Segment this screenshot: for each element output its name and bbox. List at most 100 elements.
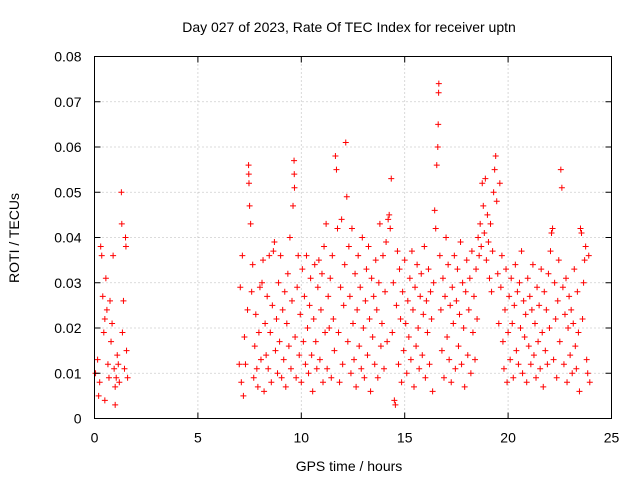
data-point — [119, 329, 126, 336]
data-point — [533, 374, 540, 381]
data-point — [99, 293, 106, 300]
data-point — [549, 225, 556, 232]
data-point — [266, 252, 273, 259]
data-point — [367, 388, 374, 395]
data-point — [381, 365, 388, 372]
data-point — [485, 239, 492, 246]
data-point — [537, 365, 544, 372]
data-point — [536, 302, 543, 309]
data-point — [408, 248, 415, 255]
data-point — [421, 243, 428, 250]
data-point — [515, 361, 522, 368]
data-point — [245, 171, 252, 178]
data-point — [246, 202, 253, 209]
data-point — [365, 243, 372, 250]
data-point — [286, 234, 293, 241]
data-point — [546, 325, 553, 331]
data-point — [586, 379, 593, 386]
data-point — [376, 220, 383, 227]
x-tick-label: 0 — [91, 430, 99, 446]
data-point — [560, 361, 567, 368]
data-point — [274, 370, 281, 377]
data-point — [478, 243, 485, 250]
data-point — [101, 315, 108, 322]
data-point — [419, 352, 426, 359]
data-point — [561, 311, 568, 318]
data-point — [328, 374, 335, 381]
data-point — [362, 297, 369, 304]
data-point — [448, 379, 455, 386]
data-point — [545, 270, 552, 277]
data-point — [291, 157, 298, 164]
data-point — [364, 352, 371, 359]
data-point — [401, 257, 408, 264]
data-point — [352, 270, 359, 277]
data-point — [395, 361, 402, 368]
data-point — [493, 198, 500, 205]
data-point — [445, 261, 452, 268]
data-point — [250, 374, 257, 381]
data-point — [539, 329, 546, 336]
data-point — [504, 379, 511, 386]
axis-ticks — [94, 56, 612, 419]
data-point — [516, 279, 523, 286]
data-point — [499, 338, 506, 345]
data-point — [115, 361, 122, 368]
data-point — [94, 356, 101, 363]
data-point — [344, 338, 351, 345]
data-point — [484, 211, 491, 218]
data-point — [567, 352, 574, 359]
data-point — [111, 365, 118, 372]
data-point — [355, 252, 362, 259]
data-point — [360, 325, 367, 331]
data-point — [569, 370, 576, 377]
data-point — [447, 302, 454, 309]
data-point — [490, 189, 497, 196]
data-point — [399, 288, 406, 295]
data-point — [424, 329, 431, 336]
data-point — [112, 401, 119, 408]
data-point — [461, 383, 468, 390]
data-point — [241, 334, 248, 341]
data-point — [541, 288, 548, 295]
data-point — [252, 311, 259, 318]
data-point — [512, 261, 519, 268]
data-point — [371, 361, 378, 368]
data-point — [432, 225, 439, 232]
data-point — [488, 288, 495, 295]
data-point — [458, 361, 465, 368]
data-point — [334, 225, 341, 232]
data-point — [271, 239, 278, 246]
data-point — [377, 343, 384, 350]
data-point — [108, 338, 115, 345]
data-point — [382, 288, 389, 295]
data-point — [354, 306, 361, 313]
data-point — [331, 347, 338, 354]
data-point — [573, 365, 580, 372]
data-point — [288, 297, 295, 304]
data-point — [253, 365, 260, 372]
data-point — [473, 266, 480, 273]
y-tick-label: 0.06 — [54, 139, 81, 155]
data-point — [361, 374, 368, 381]
y-tick-label: 0.02 — [54, 320, 81, 336]
data-point — [307, 275, 314, 282]
data-point — [469, 329, 476, 336]
data-point — [435, 121, 442, 128]
data-point — [413, 343, 420, 350]
data-point — [491, 166, 498, 173]
data-point — [388, 175, 395, 182]
data-point — [97, 243, 104, 250]
data-point — [283, 320, 290, 327]
data-point — [316, 356, 323, 363]
data-point — [269, 302, 276, 309]
data-point — [492, 153, 499, 160]
data-point — [262, 320, 269, 327]
data-point — [431, 207, 438, 214]
data-point — [335, 329, 342, 336]
data-point — [514, 288, 521, 295]
data-point — [325, 293, 332, 300]
data-point — [483, 257, 490, 264]
data-point — [436, 252, 443, 259]
data-point — [272, 347, 279, 354]
